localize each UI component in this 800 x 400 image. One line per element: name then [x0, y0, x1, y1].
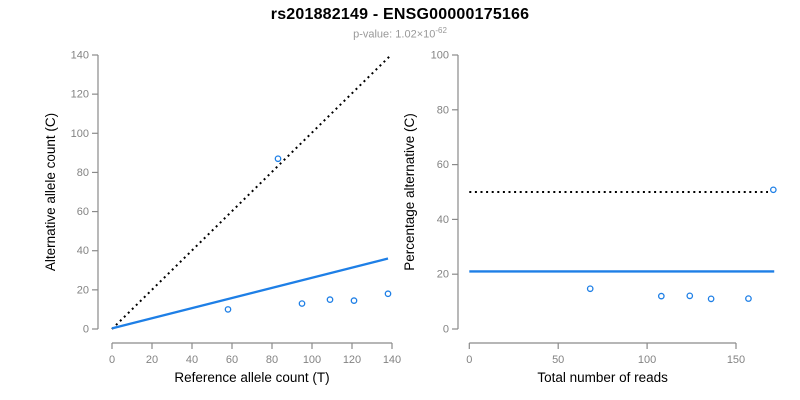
- x-tick-label: 120: [343, 354, 361, 366]
- data-point: [298, 300, 306, 307]
- fit-line: [111, 257, 389, 330]
- data-point: [350, 297, 358, 304]
- y-tick-label: 60: [77, 206, 89, 218]
- x-tick-label: 100: [638, 354, 656, 366]
- data-point: [224, 306, 232, 313]
- y-tick-label: 80: [437, 104, 449, 116]
- y-axis-title: Alternative allele count (C): [43, 113, 58, 271]
- y-tick-label: 0: [443, 324, 449, 336]
- x-axis-title: Reference allele count (T): [174, 370, 329, 385]
- right-panel: 0 20 40 60 80 100 0 50 100 150 Total number of rea…: [402, 50, 777, 385]
- data-point: [686, 292, 694, 300]
- x-tick-label: 20: [146, 354, 158, 366]
- y-tick-label: 80: [77, 167, 89, 179]
- y-tick-label: 20: [77, 284, 89, 296]
- data-point: [657, 292, 665, 300]
- x-tick-label: 100: [303, 354, 321, 366]
- data-point: [326, 296, 334, 303]
- pvalue-subtitle: p-value: 1.02×10-62: [0, 26, 800, 41]
- x-tick-label: 0: [466, 354, 472, 366]
- y-axis-title: Percentage alternative (C): [402, 113, 417, 271]
- x-tick-label: 140: [383, 354, 401, 366]
- x-tick-label: 80: [266, 354, 278, 366]
- y-tick-label: 40: [77, 245, 89, 257]
- x-tick-label: 40: [186, 354, 198, 366]
- data-point: [769, 186, 777, 194]
- pvalue-prefix: p-value:: [353, 28, 396, 41]
- x-axis-title: Total number of reads: [537, 370, 668, 385]
- y-tick-label: 0: [83, 324, 89, 336]
- x-tick-label: 60: [226, 354, 238, 366]
- y-tick-label: 140: [71, 50, 89, 62]
- x-tick-label: 0: [109, 354, 115, 366]
- identity-line: [111, 55, 391, 330]
- pvalue-exponent: -62: [435, 26, 447, 35]
- x-tick-label: 150: [727, 354, 745, 366]
- x-tick-label: 50: [552, 354, 564, 366]
- y-tick-label: 20: [437, 269, 449, 281]
- figure-title: rs201882149 - ENSG00000175166: [270, 6, 530, 23]
- y-tick-label: 60: [437, 159, 449, 171]
- y-tick-label: 100: [431, 50, 449, 62]
- pvalue-base: 1.02×10: [395, 28, 436, 41]
- data-point: [586, 285, 594, 293]
- left-panel: 0 20 40 60 80 100 120 140 0 20 40 60 80 100 120 140 Refe…: [43, 50, 401, 386]
- data-point: [384, 290, 392, 298]
- data-point: [745, 295, 752, 302]
- y-tick-label: 120: [71, 89, 89, 101]
- y-tick-label: 100: [71, 128, 89, 140]
- data-point: [707, 295, 715, 303]
- y-tick-label: 40: [437, 214, 449, 226]
- data-point: [274, 155, 282, 163]
